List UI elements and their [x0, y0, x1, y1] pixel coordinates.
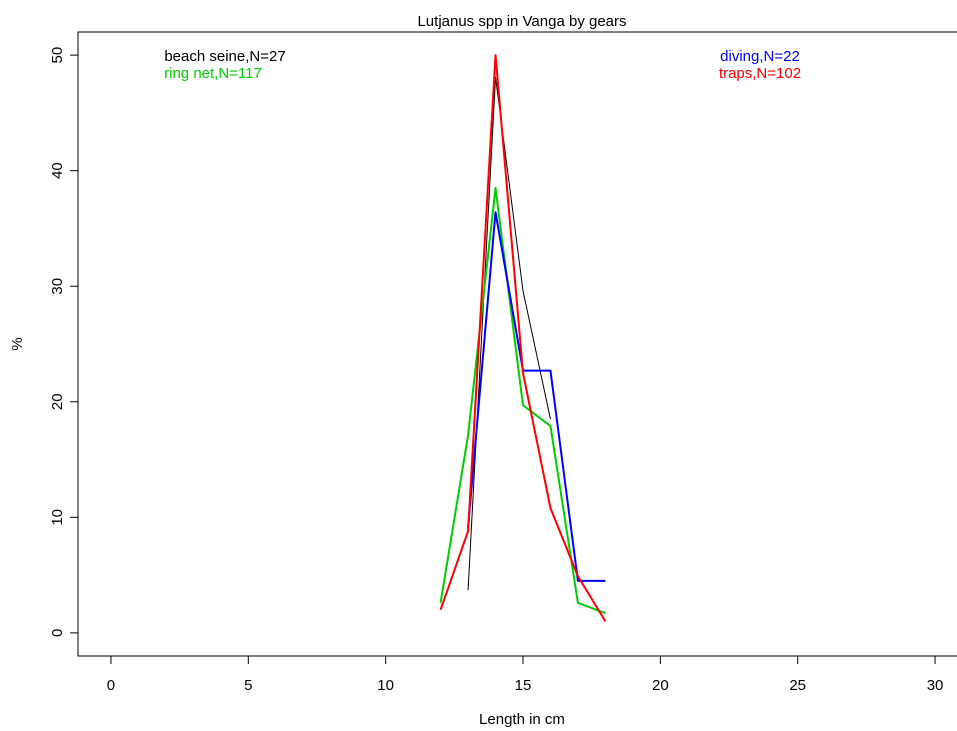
series-line: [467, 76, 551, 591]
legend-entry: ring net,N=117: [164, 65, 262, 82]
y-tick-label: 0: [49, 629, 66, 637]
legend-entry: beach seine,N=27: [164, 48, 285, 65]
x-tick-label: 10: [377, 677, 394, 694]
x-tick-label: 20: [652, 677, 669, 694]
x-tick-label: 5: [244, 677, 252, 694]
y-tick-label: 30: [49, 278, 66, 295]
series-line: [467, 211, 606, 582]
series-line: [439, 187, 606, 615]
x-tick-label: 30: [927, 677, 944, 694]
series-line: [439, 54, 607, 622]
x-tick-label: 0: [107, 677, 115, 694]
legend-entry: diving,N=22: [720, 48, 800, 65]
x-tick-label: 15: [515, 677, 532, 694]
y-tick-label: 40: [49, 162, 66, 179]
legend-entry: traps,N=102: [719, 65, 801, 82]
y-axis-label: %: [9, 337, 26, 350]
chart-title: Lutjanus spp in Vanga by gears: [417, 13, 626, 30]
y-tick-label: 20: [49, 393, 66, 410]
plot-frame: [77, 31, 957, 657]
y-tick-label: 50: [49, 47, 66, 64]
y-tick-label: 10: [49, 509, 66, 526]
x-tick-label: 25: [789, 677, 806, 694]
x-axis-label: Length in cm: [479, 711, 565, 728]
